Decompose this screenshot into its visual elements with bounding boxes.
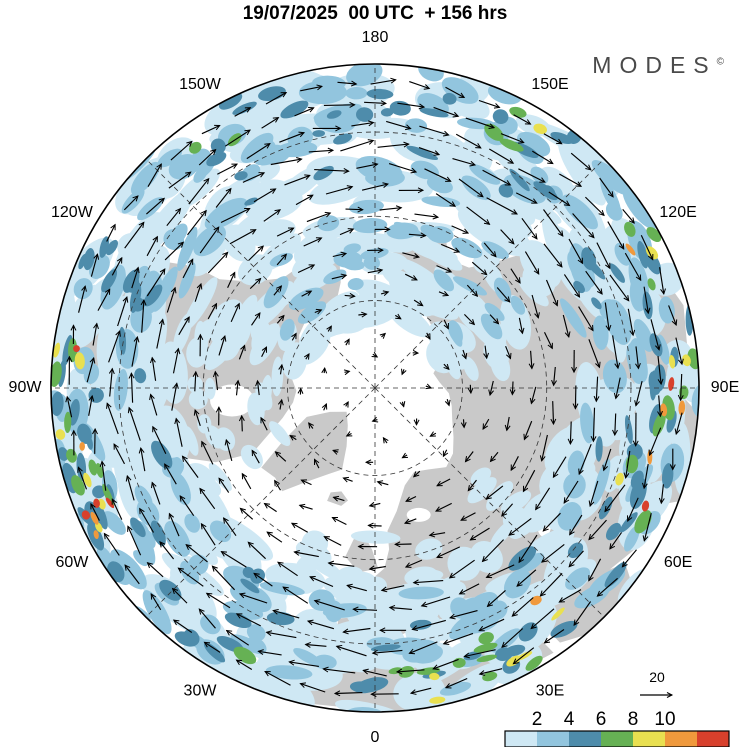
- colorbar-cell: [505, 731, 537, 747]
- lon-label-60W: 60W: [55, 554, 89, 571]
- colorbar-tick-6: 6: [596, 709, 607, 730]
- modes-logo-text: MODES: [592, 52, 717, 78]
- map-interior: [51, 64, 699, 712]
- land-greenland: [261, 411, 348, 492]
- colorbar-tick-10: 10: [654, 709, 675, 730]
- colorbar-tick-8: 8: [628, 709, 639, 730]
- copyright-mark: ©: [716, 56, 724, 68]
- lake: [406, 507, 431, 522]
- colorbar-cell: [697, 731, 729, 747]
- lon-label-30E: 30E: [536, 682, 564, 699]
- colorbar-cell: [665, 731, 697, 747]
- reference-vector-label: 20: [649, 669, 665, 685]
- lon-label-150E: 150E: [531, 76, 568, 93]
- colorbar-cell: [569, 731, 601, 747]
- colorbar-tick-4: 4: [564, 709, 575, 730]
- land-british-isles: [345, 535, 379, 573]
- lake: [210, 384, 255, 417]
- chart-title: 19/07/2025 00 UTC + 156 hrs: [242, 3, 508, 24]
- latitude-circle: [287, 300, 463, 476]
- lon-label-0: 0: [371, 729, 380, 746]
- modes-logo: MODES©: [592, 52, 724, 79]
- graticule-layer: [51, 64, 699, 712]
- wind-arrows-layer: [65, 77, 684, 698]
- longitude-labels: 180 150E 120E 90E 60E 30E 0 30W 60W 90W 120W 150W: [9, 29, 740, 746]
- lon-label-60E: 60E: [664, 554, 692, 571]
- lon-label-90E: 90E: [711, 379, 739, 396]
- lon-label-90W: 90W: [9, 379, 43, 396]
- lon-label-30W: 30W: [184, 682, 218, 699]
- colorbar-tick-2: 2: [532, 709, 543, 730]
- colorbar-border: [504, 730, 730, 747]
- reference-vector: 20: [640, 669, 674, 698]
- colorbar-cell: [601, 731, 633, 747]
- colorbar-cell: [537, 731, 569, 747]
- lon-label-180: 180: [362, 29, 389, 46]
- contour-shading-layer: [51, 64, 699, 712]
- lon-label-120W: 120W: [51, 204, 94, 221]
- colorbar-cell: [633, 731, 665, 747]
- map-boundary-circle: [50, 63, 700, 713]
- lon-label-120E: 120E: [659, 204, 696, 221]
- colorbar: 2 4 6 8 10: [504, 709, 730, 747]
- lon-label-150W: 150W: [179, 76, 222, 93]
